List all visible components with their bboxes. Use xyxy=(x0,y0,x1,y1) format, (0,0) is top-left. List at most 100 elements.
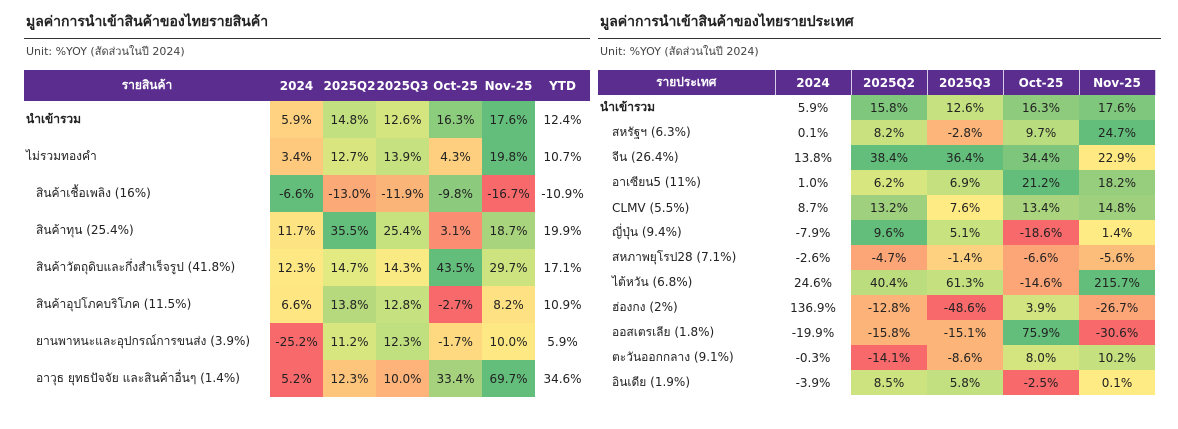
value-cell: 8.2% xyxy=(482,286,535,323)
value-cell: 5.2% xyxy=(270,360,323,397)
column-header: 2025Q2 xyxy=(851,70,928,95)
value-cell: -6.6% xyxy=(270,175,323,212)
product-rows: นำเข้ารวม 5.9% 14.8% 12.6% 16.3% 17.6% 12.4% ไ… xyxy=(24,101,590,397)
value-cell: 6.9% xyxy=(927,170,1003,195)
value-cell-2024: -0.3% xyxy=(795,350,831,365)
value-cell: 5.9% xyxy=(270,101,323,138)
value-cell: -2.8% xyxy=(927,120,1003,145)
value-cell: 5.8% xyxy=(927,370,1003,395)
table-row: สหรัฐฯ (6.3%) 0.1% 8.2% -2.8% 9.7% 24.7% xyxy=(598,120,1155,145)
value-cell: 11.7% xyxy=(270,212,323,249)
column-header: รายประเทศ xyxy=(598,70,776,95)
value-cell: 18.7% xyxy=(482,212,535,249)
value-cell: 75.9% xyxy=(1003,320,1079,345)
row-label: ญี่ปุ่น (9.4%) xyxy=(612,225,682,239)
value-cell: -8.6% xyxy=(927,345,1003,370)
row-label: อาวุธ ยุทธปัจจัย และสินค้าอื่นๆ (1.4%) xyxy=(36,371,240,385)
row-label: CLMV (5.5%) xyxy=(612,200,690,215)
value-cell: 12.7% xyxy=(323,138,376,175)
value-cell: 35.5% xyxy=(323,212,376,249)
value-cell: 14.3% xyxy=(376,249,429,286)
value-cell: 3.1% xyxy=(429,212,482,249)
row-label: สินค้าทุน (25.4%) xyxy=(36,223,134,237)
value-cell: 25.4% xyxy=(376,212,429,249)
table-row: สหภาพยุโรป28 (7.1%) -2.6% -4.7% -1.4% -6.6% -… xyxy=(598,245,1155,270)
table-header-row: รายประเทศ 2024 2025Q2 2025Q3 Oct-25 Nov-… xyxy=(598,70,1156,95)
value-cell: -30.6% xyxy=(1079,320,1155,345)
value-cell: 12.3% xyxy=(376,323,429,360)
value-cell: 8.0% xyxy=(1003,345,1079,370)
value-cell: 0.1% xyxy=(1079,370,1155,395)
column-header: Nov-25 xyxy=(482,70,535,101)
value-cell: 12.3% xyxy=(323,360,376,397)
row-label: จีน (26.4%) xyxy=(612,150,679,164)
value-cell: 15.8% xyxy=(851,95,927,120)
panel-title: มูลค่าการนำเข้าสินค้าของไทยรายสินค้า xyxy=(26,14,269,30)
value-cell-2024: 0.1% xyxy=(797,125,829,140)
table-row: ฮ่องกง (2%) 136.9% -12.8% -48.6% 3.9% -26.7% xyxy=(598,295,1155,320)
ytd-cell: -10.9% xyxy=(541,186,584,201)
table-row: สินค้าวัตถุดิบและกึ่งสำเร็จรูป (41.8%) 12… xyxy=(24,249,590,286)
value-cell: 13.9% xyxy=(376,138,429,175)
value-cell: 18.2% xyxy=(1079,170,1155,195)
value-cell: 11.2% xyxy=(323,323,376,360)
value-cell: 69.7% xyxy=(482,360,535,397)
row-label: นำเข้ารวม xyxy=(26,112,82,126)
ytd-cell: 19.9% xyxy=(543,223,582,238)
table-row: ไต้หวัน (6.8%) 24.6% 40.4% 61.3% -14.6% 215.7… xyxy=(598,270,1155,295)
value-cell: 12.6% xyxy=(927,95,1003,120)
value-cell: 13.8% xyxy=(323,286,376,323)
table-row: นำเข้ารวม 5.9% 14.8% 12.6% 16.3% 17.6% 12.4% xyxy=(24,101,590,138)
value-cell-2024: 13.8% xyxy=(793,150,833,165)
row-label: ตะวันออกกลาง (9.1%) xyxy=(612,350,734,364)
table-row: สินค้าทุน (25.4%) 11.7% 35.5% 25.4% 3.1% 18.7… xyxy=(24,212,590,249)
value-cell: -1.7% xyxy=(429,323,482,360)
product-import-panel: มูลค่าการนำเข้าสินค้าของไทยรายสินค้า Uni… xyxy=(24,0,590,397)
country-import-panel: มูลค่าการนำเข้าสินค้าของไทยรายประเทศ Uni… xyxy=(598,0,1161,395)
value-cell: 36.4% xyxy=(927,145,1003,170)
value-cell: 10.0% xyxy=(376,360,429,397)
value-cell: 34.4% xyxy=(1003,145,1079,170)
ytd-cell: 12.4% xyxy=(543,112,582,127)
value-cell: -9.8% xyxy=(429,175,482,212)
value-cell: 61.3% xyxy=(927,270,1003,295)
value-cell: 17.6% xyxy=(482,101,535,138)
value-cell: -2.5% xyxy=(1003,370,1079,395)
value-cell: 3.4% xyxy=(270,138,323,175)
ytd-cell: 5.9% xyxy=(547,334,578,349)
row-label: สหภาพยุโรป28 (7.1%) xyxy=(612,250,737,264)
value-cell: -11.9% xyxy=(376,175,429,212)
row-label: อาเซียน5 (11%) xyxy=(612,175,701,189)
value-cell: -2.7% xyxy=(429,286,482,323)
value-cell: -14.1% xyxy=(851,345,927,370)
table-row: อาเซียน5 (11%) 1.0% 6.2% 6.9% 21.2% 18.2% xyxy=(598,170,1155,195)
value-cell: 40.4% xyxy=(851,270,927,295)
value-cell-2024: 1.0% xyxy=(797,175,829,190)
value-cell: 1.4% xyxy=(1079,220,1155,245)
value-cell: 22.9% xyxy=(1079,145,1155,170)
title-divider xyxy=(598,38,1161,39)
value-cell: 8.5% xyxy=(851,370,927,395)
value-cell: 16.3% xyxy=(429,101,482,138)
column-header: Oct-25 xyxy=(1003,70,1080,95)
value-cell: -13.0% xyxy=(323,175,376,212)
value-cell: 12.3% xyxy=(270,249,323,286)
value-cell: 19.8% xyxy=(482,138,535,175)
row-label: สหรัฐฯ (6.3%) xyxy=(612,125,691,139)
value-cell: 12.6% xyxy=(376,101,429,138)
value-cell-2024: -19.9% xyxy=(791,325,835,340)
value-cell: 17.6% xyxy=(1079,95,1155,120)
column-header: Nov-25 xyxy=(1079,70,1156,95)
column-header: 2025Q3 xyxy=(927,70,1004,95)
unit-note: Unit: %YOY (สัดส่วนในปี 2024) xyxy=(600,45,759,58)
table-row: สินค้าอุปโภคบริโภค (11.5%) 6.6% 13.8% 12.8%… xyxy=(24,286,590,323)
value-cell: -15.1% xyxy=(927,320,1003,345)
value-cell: -48.6% xyxy=(927,295,1003,320)
value-cell: -1.4% xyxy=(927,245,1003,270)
value-cell: 14.7% xyxy=(323,249,376,286)
value-cell: -26.7% xyxy=(1079,295,1155,320)
table-header-row: รายสินค้า 2024 2025Q2 2025Q3 Oct-25 Nov-… xyxy=(24,70,590,101)
table-row: อินเดีย (1.9%) -3.9% 8.5% 5.8% -2.5% 0.1% xyxy=(598,370,1155,395)
value-cell: 14.8% xyxy=(1079,195,1155,220)
value-cell-2024: -2.6% xyxy=(795,250,831,265)
